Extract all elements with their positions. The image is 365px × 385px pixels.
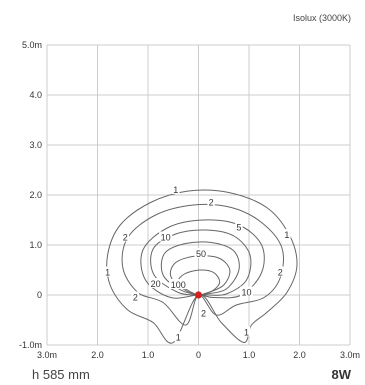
contour-label: 10	[161, 233, 171, 243]
y-tick-label: 2.0	[29, 190, 42, 200]
contour-50	[169, 255, 231, 296]
contour-label: 2	[278, 268, 283, 278]
contour-5	[140, 219, 265, 299]
contour-label-bg	[283, 229, 291, 239]
power-rating: 8W	[331, 367, 352, 382]
contour-label: 100	[171, 280, 186, 290]
contour-label-bg	[207, 196, 215, 207]
y-tick-label: 1.0	[29, 240, 42, 250]
contour-label-bg	[239, 286, 253, 297]
contour-label-bg	[131, 291, 140, 302]
contour-label-bg	[121, 231, 130, 242]
contour-label: 1	[284, 230, 289, 240]
contour-label-bg	[194, 248, 208, 258]
y-tick-label: -1.0m	[19, 340, 42, 350]
contour-label: 2	[201, 309, 206, 319]
contour-label: 1	[105, 268, 110, 278]
x-tick-label: 1.0	[142, 350, 155, 360]
contour-label-bg	[276, 266, 285, 277]
contour-label: 1	[173, 185, 178, 195]
light-source-marker	[194, 291, 203, 299]
chart-title: Isolux (3000K)	[292, 13, 351, 23]
contour-label-bg	[103, 266, 112, 277]
x-tick-label: 1.0	[243, 350, 256, 360]
mounting-height: h 585 mm	[32, 367, 90, 382]
contour-label-bg	[242, 326, 251, 337]
x-tick-label: 2.0	[91, 350, 104, 360]
contour-1	[106, 189, 298, 344]
contour-label: 1	[176, 333, 181, 343]
contour-label: 50	[196, 249, 206, 259]
x-tick-label: 3.0m	[37, 350, 57, 360]
contour-label-bg	[169, 279, 188, 289]
contour-label: 20	[151, 279, 161, 289]
contour-label-bg	[199, 307, 208, 318]
contour-label-bg	[174, 331, 183, 342]
x-tick-label: 3.0m	[340, 350, 360, 360]
y-tick-label: 5.0m	[22, 40, 42, 50]
contour-label: 10	[241, 288, 251, 298]
x-tick-label: 0	[196, 350, 201, 360]
contour-label: 5	[236, 223, 241, 233]
contour-lines	[106, 189, 298, 344]
y-tick-label: 3.0	[29, 140, 42, 150]
y-tick-label: 0	[37, 290, 42, 300]
contour-label: 2	[123, 233, 128, 243]
contour-label-bg	[235, 221, 243, 232]
contour-label: 1	[244, 328, 249, 338]
grid-lines	[46, 44, 351, 346]
contour-label: 2	[209, 198, 214, 208]
x-tick-label: 2.0	[293, 350, 306, 360]
contour-label-bg	[172, 184, 180, 194]
contour-label-bg	[159, 231, 173, 242]
contour-labels: 1 2 1 2 10 5 50 1 2 20 100 10 2 2 1 1	[103, 184, 291, 343]
contour-2	[121, 203, 284, 326]
y-tick-label: 4.0	[29, 90, 42, 100]
contour-label: 2	[133, 293, 138, 303]
contour-label-bg	[149, 278, 163, 288]
contour-10	[150, 229, 252, 296]
